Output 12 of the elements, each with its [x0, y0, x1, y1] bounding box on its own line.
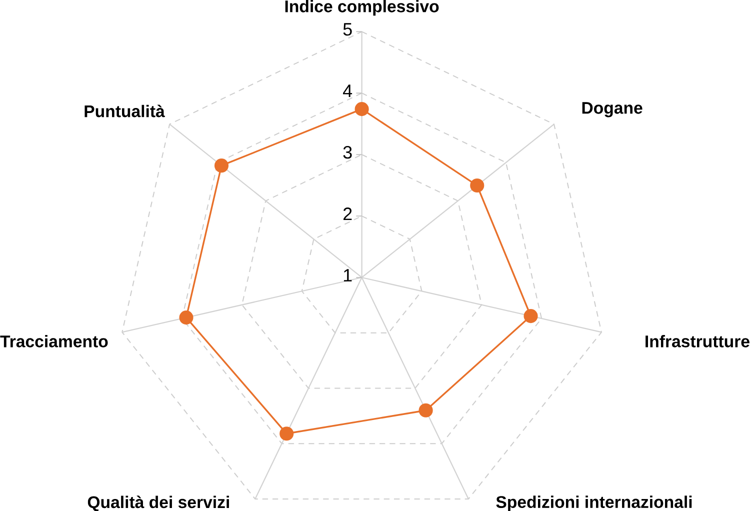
spoke-label: Tracciamento — [0, 334, 108, 348]
y-tick-label: 4 — [343, 84, 352, 97]
spoke-label: Dogane — [582, 102, 642, 118]
y-tick-label: 5 — [343, 22, 352, 36]
spoke-label: Qualità dei servizi — [88, 496, 229, 511]
spoke-label: Infrastrutture — [646, 334, 750, 348]
spoke-label: Spedizioni internazionali — [496, 495, 692, 511]
y-tick-label: 1 — [344, 268, 352, 282]
y-tick-label: 2 — [344, 207, 352, 220]
spoke-label: Indice complessivo — [285, 0, 439, 16]
spoke-label: Puntualità — [84, 104, 165, 118]
y-tick-label: 3 — [343, 146, 352, 159]
